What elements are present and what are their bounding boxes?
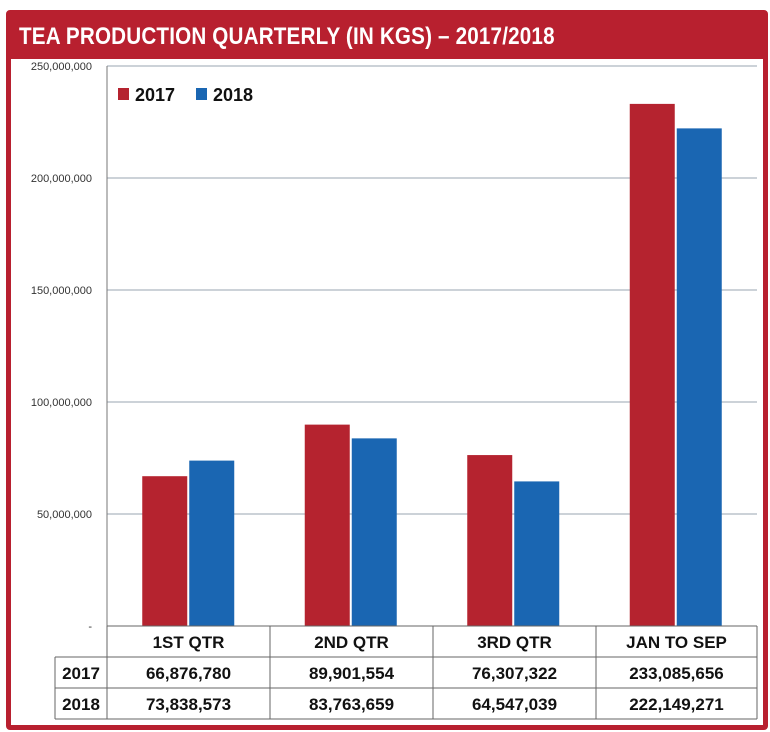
table-row-header: 2017 (62, 664, 100, 683)
x-category-label: 2ND QTR (314, 633, 389, 652)
table-cell-value: 89,901,554 (309, 664, 395, 683)
legend-label-2018: 2018 (213, 85, 253, 105)
bar-2018-1 (189, 460, 235, 626)
x-category-label: 3RD QTR (477, 633, 552, 652)
bar-2017-2 (304, 424, 350, 626)
bar-2017-3 (467, 455, 513, 626)
y-tick-label: 50,000,000 (37, 509, 92, 521)
bar-2018-3 (514, 481, 560, 626)
y-tick-label: 100,000,000 (31, 397, 92, 409)
chart-title: TEA PRODUCTION QUARTERLY (IN KGS) – 2017… (19, 23, 555, 50)
x-category-label: JAN TO SEP (626, 633, 727, 652)
bar-2017-1 (142, 476, 188, 626)
table-row-header: 2018 (62, 695, 100, 714)
table-cell-value: 233,085,656 (629, 664, 724, 683)
legend-swatch-2018 (196, 88, 207, 100)
bar-2018-2 (351, 438, 397, 626)
table-cell-value: 73,838,573 (146, 695, 231, 714)
table-cell-value: 83,763,659 (309, 695, 394, 714)
table-cell-value: 222,149,271 (629, 695, 724, 714)
bar-2017-4 (629, 103, 675, 627)
y-tick-label: - (88, 621, 92, 633)
bar-2018-4 (676, 128, 722, 627)
legend-label-2017: 2017 (135, 85, 175, 105)
x-category-label: 1ST QTR (153, 633, 225, 652)
y-tick-label: 250,000,000 (31, 61, 92, 73)
y-tick-label: 150,000,000 (31, 285, 92, 297)
table-cell-value: 76,307,322 (472, 664, 557, 683)
table-cell-value: 64,547,039 (472, 695, 557, 714)
legend-swatch-2017 (118, 88, 129, 100)
y-tick-label: 200,000,000 (31, 173, 92, 185)
table-cell-value: 66,876,780 (146, 664, 231, 683)
title-bar: TEA PRODUCTION QUARTERLY (IN KGS) – 2017… (11, 15, 763, 59)
